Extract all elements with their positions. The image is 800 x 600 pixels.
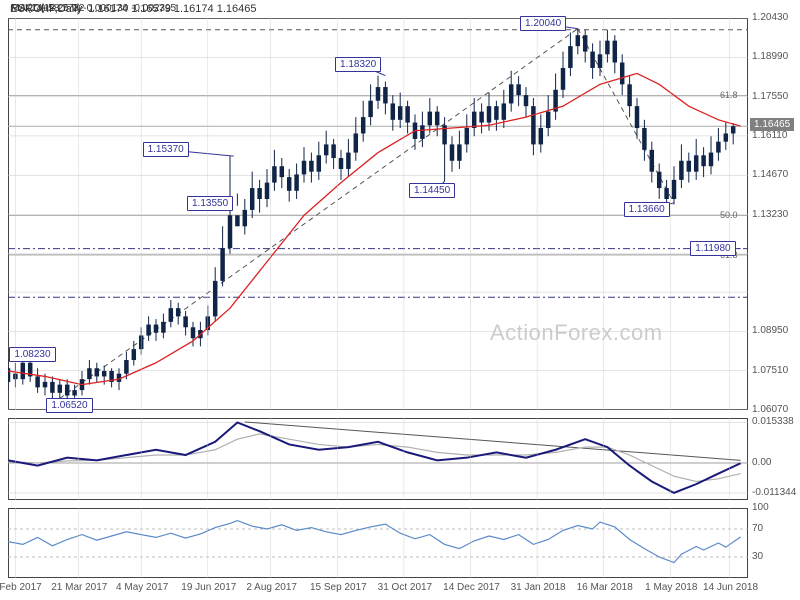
x-axis-label: 3 Feb 2017 (0, 582, 47, 593)
watermark-text: ActionForex.com (490, 320, 663, 346)
x-axis-label: 31 Oct 2017 (374, 582, 436, 593)
x-axis-label: 2 Aug 2017 (241, 582, 303, 593)
x-axis-label: 19 Jun 2017 (178, 582, 240, 593)
rsi-indicator-panel (8, 508, 748, 578)
price-annotation: 1.20040 (520, 16, 566, 31)
x-axis-label: 21 Mar 2017 (48, 582, 110, 593)
price-annotation: 1.13550 (187, 196, 233, 211)
current-price-box: 1.16465 (750, 118, 794, 131)
price-annotation: 1.06520 (46, 398, 92, 413)
macd-indicator-panel (8, 418, 748, 500)
x-axis-label: 31 Jan 2018 (507, 582, 569, 593)
symbol-name: EURCHF,Daily (10, 3, 82, 15)
x-axis-label: 15 Sep 2017 (307, 582, 369, 593)
x-axis-label: 16 Mar 2018 (574, 582, 636, 593)
symbol-header: EURCHF,Daily 1.16174 1.16579 1.16174 1.1… (10, 3, 256, 15)
x-axis-label: 14 Dec 2017 (441, 582, 503, 593)
price-annotation: 1.15370 (143, 142, 189, 157)
price-annotation: 1.14450 (409, 183, 455, 198)
ohlc-values: 1.16174 1.16579 1.16174 1.16465 (88, 3, 256, 15)
price-annotation: 1.11980 (690, 241, 735, 256)
price-annotation: 1.08230 (9, 347, 55, 362)
x-axis-label: 1 May 2018 (640, 582, 702, 593)
x-axis-label: 14 Jun 2018 (700, 582, 762, 593)
price-annotation: 1.13660 (624, 202, 670, 217)
x-axis-label: 4 May 2017 (111, 582, 173, 593)
price-annotation: 1.18320 (335, 57, 381, 72)
